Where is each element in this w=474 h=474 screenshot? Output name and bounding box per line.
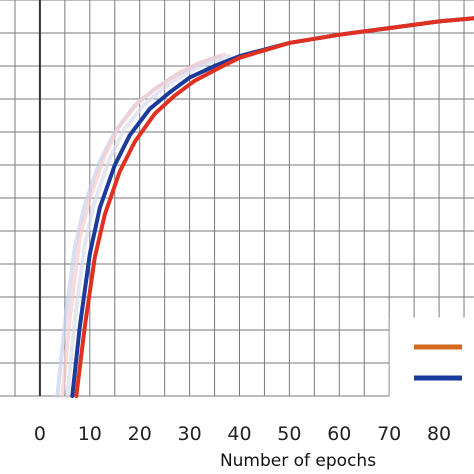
series-group	[70, 16, 474, 398]
x-tick-label: 40	[227, 423, 251, 445]
faint-series-line-2	[60, 52, 227, 398]
series-line-2	[74, 16, 474, 398]
x-tick-labels: 0 10 20 30 40 50 60 70 80	[34, 423, 451, 445]
x-tick-label: 0	[34, 423, 46, 445]
x-tick-label: 60	[327, 423, 351, 445]
x-tick-label: 70	[377, 423, 401, 445]
x-tick-label: 30	[178, 423, 202, 445]
x-tick-label: 80	[427, 423, 451, 445]
faint-series-group	[55, 52, 232, 398]
x-tick-label: 50	[277, 423, 301, 445]
faint-series-line-3	[65, 54, 232, 398]
x-tick-label: 20	[128, 423, 152, 445]
grid-lines	[0, 0, 474, 397]
x-axis-label: Number of epochs	[220, 451, 376, 471]
legend	[389, 317, 474, 399]
x-tick-label: 10	[78, 423, 102, 445]
legend-box	[389, 317, 474, 399]
